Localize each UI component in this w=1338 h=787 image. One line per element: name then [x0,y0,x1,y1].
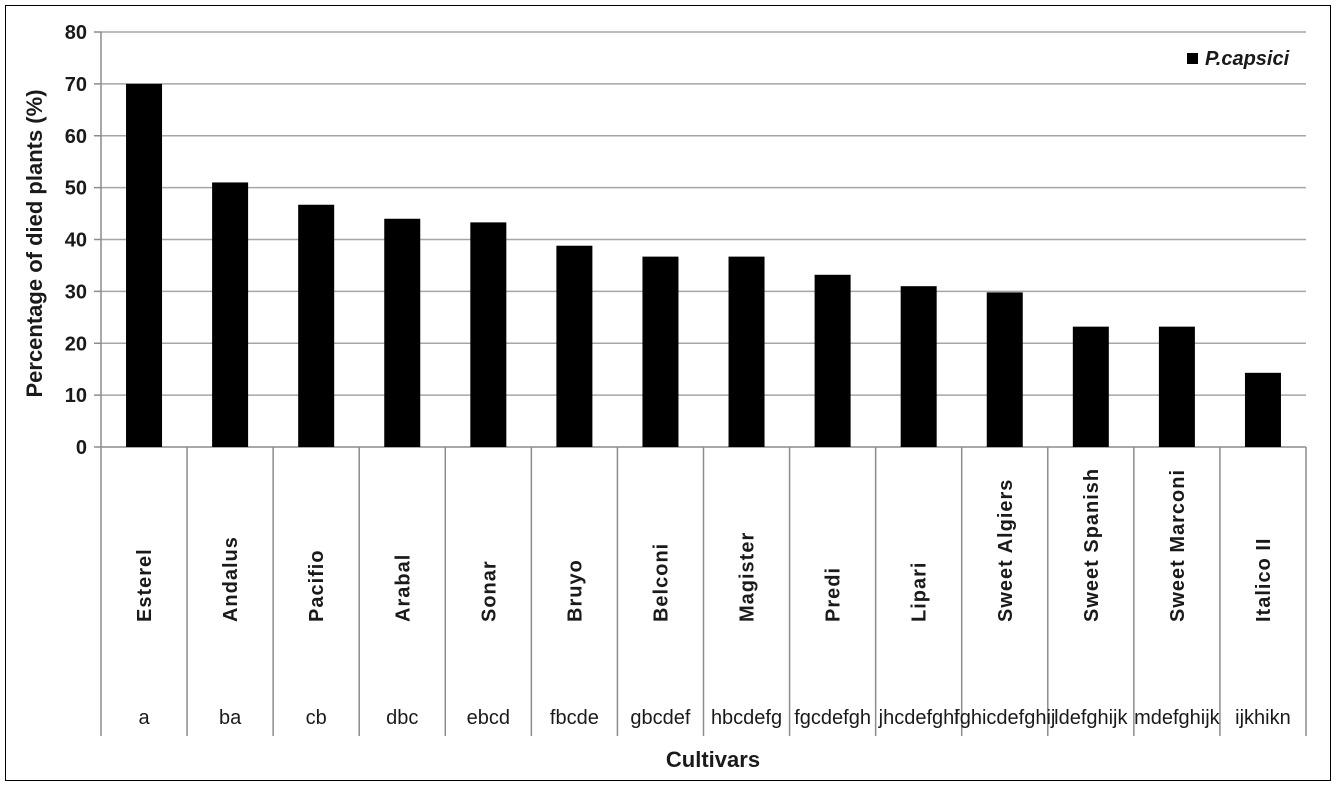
group-letter-label: hbcdefg [711,707,782,729]
x-category-label: Andalus [220,536,242,622]
x-category-label: Lipari [909,562,931,622]
x-category-label: Pacifio [306,549,328,622]
x-axis-title: Cultivars [666,747,760,772]
group-letter-label: mdefghijk [1134,707,1221,729]
chart-frame: 0 10 20 30 40 50 60 70 80 Esterel Andalus Pacifio A… [5,5,1331,781]
group-letter-label: ijkhikn [1235,707,1291,729]
bar [126,83,163,447]
bar [1244,372,1281,447]
bar [1158,326,1195,447]
bar-chart: 0 10 20 30 40 50 60 70 80 Esterel Andalus Pacifio A… [22,22,1307,772]
bar [212,182,249,447]
group-letter-label: fbcde [550,707,599,729]
x-group-letter-labels: a ba cb dbc ebcd fbcde gbcdef hbcdefg fgcdefgh jh… [138,707,1290,729]
x-category-label: Sweet Spanish [1081,468,1103,622]
y-tick-label: 40 [65,230,87,252]
x-category-labels: Esterel Andalus Pacifio Arabal Sonar Bruyo Bel… [134,468,1275,622]
bar [642,256,679,447]
x-category-label: Esterel [134,548,156,622]
y-tick-label: 10 [65,385,87,407]
x-category-label: Belconi [650,543,672,622]
x-category-label: Italico II [1253,538,1275,622]
bar [384,218,421,447]
x-category-label: Magister [737,532,759,622]
group-letter-label: a [138,707,150,729]
axes [94,31,1307,736]
x-category-label: Sonar [478,560,500,622]
x-category-label: Bruyo [564,559,586,622]
y-tick-label: 20 [65,333,87,355]
bars [126,83,1281,447]
y-tick-label: 50 [65,178,87,200]
bar [1072,326,1109,447]
legend-swatch [1187,53,1198,64]
y-tick-label: 30 [65,281,87,303]
y-tick-label: 60 [65,126,87,148]
bar [298,204,335,447]
group-letter-label: jhcdefghi [878,707,959,729]
group-letter-label: gbcdef [630,707,690,729]
x-category-label: Predi [823,567,845,622]
group-letter-label: dbc [386,707,418,729]
x-category-label: Arabal [392,554,414,622]
gridlines [101,31,1306,396]
bar [986,292,1023,447]
bar [728,256,765,447]
y-tick-label: 80 [65,22,87,44]
group-letter-label: fghicdefghij [954,707,1055,729]
legend: P.capsici [1187,48,1290,70]
x-category-label: Sweet Algiers [995,479,1017,622]
group-letter-label: ba [219,707,242,729]
group-letter-label: ebcd [467,707,510,729]
y-tick-label: 70 [65,74,87,96]
bar [556,245,593,447]
y-tick-labels: 0 10 20 30 40 50 60 70 80 [65,22,87,459]
y-tick-label: 0 [76,437,87,459]
group-letter-label: cb [306,707,327,729]
group-letter-label: fgcdefgh [794,707,871,729]
bar [470,222,507,447]
y-axis-title: Percentage of died plants (%) [22,89,47,397]
x-category-label: Sweet Marconi [1167,469,1189,622]
legend-label: P.capsici [1205,48,1290,70]
group-letter-label: ldefghijk [1054,707,1128,729]
bar [814,274,851,447]
bar [900,286,937,447]
